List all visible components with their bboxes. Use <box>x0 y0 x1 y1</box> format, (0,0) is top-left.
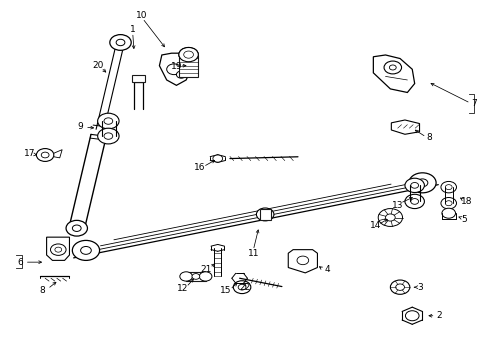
Circle shape <box>81 247 91 254</box>
Text: 18: 18 <box>461 197 472 206</box>
Circle shape <box>183 51 193 58</box>
Polygon shape <box>46 237 69 260</box>
Text: 21: 21 <box>200 265 211 274</box>
Circle shape <box>50 244 66 255</box>
Circle shape <box>445 201 451 206</box>
Circle shape <box>410 199 418 204</box>
Circle shape <box>98 128 119 144</box>
Bar <box>179 55 198 77</box>
Text: 20: 20 <box>92 61 103 70</box>
Circle shape <box>404 194 424 208</box>
Circle shape <box>445 185 451 190</box>
Text: 19: 19 <box>170 62 182 71</box>
Circle shape <box>383 61 401 74</box>
Circle shape <box>261 212 268 217</box>
Circle shape <box>110 35 131 50</box>
Text: 3: 3 <box>417 283 423 292</box>
Text: 1: 1 <box>129 26 135 35</box>
Circle shape <box>192 274 200 279</box>
Circle shape <box>238 284 245 290</box>
Text: 13: 13 <box>391 201 403 210</box>
Circle shape <box>179 48 198 62</box>
Circle shape <box>104 118 113 124</box>
Circle shape <box>66 220 87 236</box>
Circle shape <box>441 208 455 218</box>
Circle shape <box>199 272 211 281</box>
Circle shape <box>233 281 250 294</box>
Circle shape <box>408 173 435 193</box>
Circle shape <box>72 240 100 260</box>
Circle shape <box>166 64 181 75</box>
Text: 5: 5 <box>461 215 466 224</box>
Circle shape <box>55 247 61 252</box>
Text: 12: 12 <box>176 284 187 293</box>
Circle shape <box>36 149 54 161</box>
Circle shape <box>405 311 418 321</box>
Circle shape <box>388 65 395 70</box>
Circle shape <box>116 39 124 46</box>
Circle shape <box>389 280 409 294</box>
Text: 8: 8 <box>40 285 45 294</box>
Text: 6: 6 <box>17 258 23 267</box>
Polygon shape <box>390 120 419 134</box>
Circle shape <box>176 71 186 78</box>
Circle shape <box>385 214 394 221</box>
Circle shape <box>440 198 456 209</box>
Bar <box>259 209 270 220</box>
Circle shape <box>41 152 49 158</box>
Text: 9: 9 <box>77 122 83 131</box>
Text: 11: 11 <box>247 249 259 258</box>
Bar <box>186 272 205 281</box>
Circle shape <box>296 256 308 265</box>
Circle shape <box>104 133 113 139</box>
Circle shape <box>440 181 456 193</box>
Circle shape <box>410 183 418 188</box>
Circle shape <box>404 178 424 193</box>
Text: 14: 14 <box>369 221 381 230</box>
Circle shape <box>180 272 192 281</box>
Bar <box>131 75 145 82</box>
Circle shape <box>179 48 198 62</box>
Text: 8: 8 <box>426 132 431 141</box>
Circle shape <box>395 284 404 291</box>
Polygon shape <box>159 53 191 85</box>
Polygon shape <box>54 150 62 158</box>
Polygon shape <box>372 55 414 93</box>
Circle shape <box>212 155 222 162</box>
Text: 17: 17 <box>24 149 35 158</box>
Polygon shape <box>287 249 317 273</box>
Text: 10: 10 <box>135 11 147 20</box>
Circle shape <box>72 225 81 231</box>
Text: 16: 16 <box>194 163 205 172</box>
Text: 2: 2 <box>435 311 441 320</box>
Circle shape <box>98 113 119 129</box>
Text: 7: 7 <box>470 99 476 108</box>
Circle shape <box>377 208 402 226</box>
Text: 15: 15 <box>220 286 231 295</box>
Circle shape <box>416 179 427 187</box>
Text: 22: 22 <box>239 283 250 292</box>
Circle shape <box>256 208 273 221</box>
Text: 4: 4 <box>324 265 329 274</box>
